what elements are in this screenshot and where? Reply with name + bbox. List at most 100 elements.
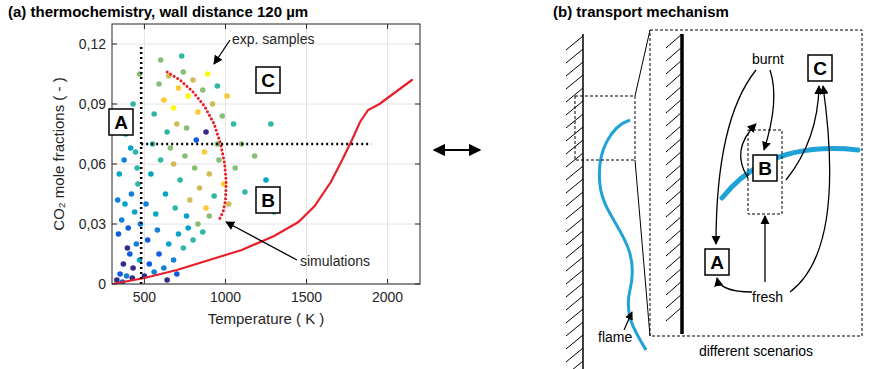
reference-line <box>140 44 143 284</box>
zoom-label: different scenarios <box>699 343 813 359</box>
hatch-line <box>666 99 682 113</box>
annotation-arrow <box>214 40 230 64</box>
flame-arrow <box>624 312 632 330</box>
series-line <box>112 80 412 284</box>
scatter-point <box>184 213 190 219</box>
scenario-box <box>705 249 729 275</box>
hatch-line <box>666 255 682 269</box>
scatter-point <box>151 111 157 117</box>
tick <box>387 279 388 284</box>
scatter-point <box>185 93 191 99</box>
grid-line <box>225 24 226 284</box>
scatter-point <box>219 113 225 119</box>
hatch-line <box>666 125 682 139</box>
scatter-point <box>155 227 161 233</box>
tick-label: 0 <box>98 276 106 292</box>
scatter-point <box>224 93 230 99</box>
tick <box>415 44 420 45</box>
plot-frame <box>112 24 420 284</box>
link-arrow <box>434 149 480 151</box>
inner-wall <box>680 34 684 334</box>
scatter-point <box>206 171 212 177</box>
tick-label: 1000 <box>210 289 241 305</box>
tick-label: 500 <box>133 289 157 305</box>
zoom-box <box>650 30 862 336</box>
hatch-line <box>566 75 583 89</box>
burnt-label: burnt <box>752 51 784 67</box>
scatter-point <box>115 197 121 203</box>
grid-line <box>144 24 145 284</box>
scatter-point <box>190 77 196 83</box>
hatch-line <box>566 348 583 362</box>
plot-data <box>112 44 412 284</box>
region-label: A <box>114 112 128 133</box>
scatter-point <box>185 225 191 231</box>
grid-line <box>112 224 420 225</box>
tick <box>225 24 226 29</box>
scatter-point <box>166 241 172 247</box>
tick <box>415 224 420 225</box>
scatter-point <box>195 109 201 115</box>
scatter-point <box>153 211 159 217</box>
transport-arrow <box>716 70 756 244</box>
flame-label: flame <box>598 329 632 345</box>
scatter-point <box>205 71 211 77</box>
hatch-line <box>666 177 682 191</box>
tick-label: 0,12 <box>79 36 106 52</box>
scatter-point <box>127 251 133 257</box>
tick-label: 0,06 <box>79 156 106 172</box>
tick <box>415 164 420 165</box>
tick <box>112 164 117 165</box>
region-label: B <box>261 190 275 211</box>
scatter-point <box>125 245 131 251</box>
scatter-point <box>168 145 174 151</box>
scatter-point <box>195 221 201 227</box>
annotation: exp. samples <box>232 31 314 47</box>
hatch-line <box>666 307 682 321</box>
scatter-point <box>215 83 221 89</box>
scatter-point <box>133 149 139 155</box>
scatter-point <box>171 105 177 111</box>
scatter-point <box>132 209 138 215</box>
scatter-point <box>202 149 208 155</box>
scatter-point <box>119 217 125 223</box>
hatch-line <box>666 242 682 256</box>
grid-line <box>387 24 388 284</box>
scatter-point <box>232 165 238 171</box>
x-axis-label: Temperature ( K ) <box>208 310 325 327</box>
tick <box>225 279 226 284</box>
scatter-point <box>184 125 190 131</box>
scatter-point <box>242 189 248 195</box>
scatter-point <box>187 197 193 203</box>
scatter-point <box>203 129 209 135</box>
scatter-point <box>158 157 164 163</box>
hatch-line <box>566 153 583 167</box>
tick <box>112 224 117 225</box>
hatch-line <box>566 218 583 232</box>
inner-wall-hatch <box>666 34 682 321</box>
scatter-point <box>181 245 187 251</box>
scatter-point <box>252 153 258 159</box>
scatter-point <box>210 101 216 107</box>
scatter-point <box>129 191 135 197</box>
scatter-point <box>116 231 122 237</box>
tick <box>306 24 307 29</box>
hatch-line <box>666 281 682 295</box>
hatch-line <box>666 34 682 48</box>
region-box <box>256 67 280 93</box>
tick <box>144 279 145 284</box>
hatch-line <box>566 244 583 258</box>
scatter-point <box>164 277 170 283</box>
scatter-point <box>130 265 136 271</box>
hatch-line <box>566 231 583 245</box>
hatch-line <box>566 270 583 284</box>
hatch-line <box>566 205 583 219</box>
transport-arrow <box>764 70 774 150</box>
scatter-point <box>143 201 149 207</box>
scatter-point <box>164 129 170 135</box>
scatter-point <box>200 229 206 235</box>
scatter-point <box>231 121 237 127</box>
hatch-line <box>566 49 583 63</box>
hatch-line <box>566 283 583 297</box>
scatter-point <box>156 251 162 257</box>
